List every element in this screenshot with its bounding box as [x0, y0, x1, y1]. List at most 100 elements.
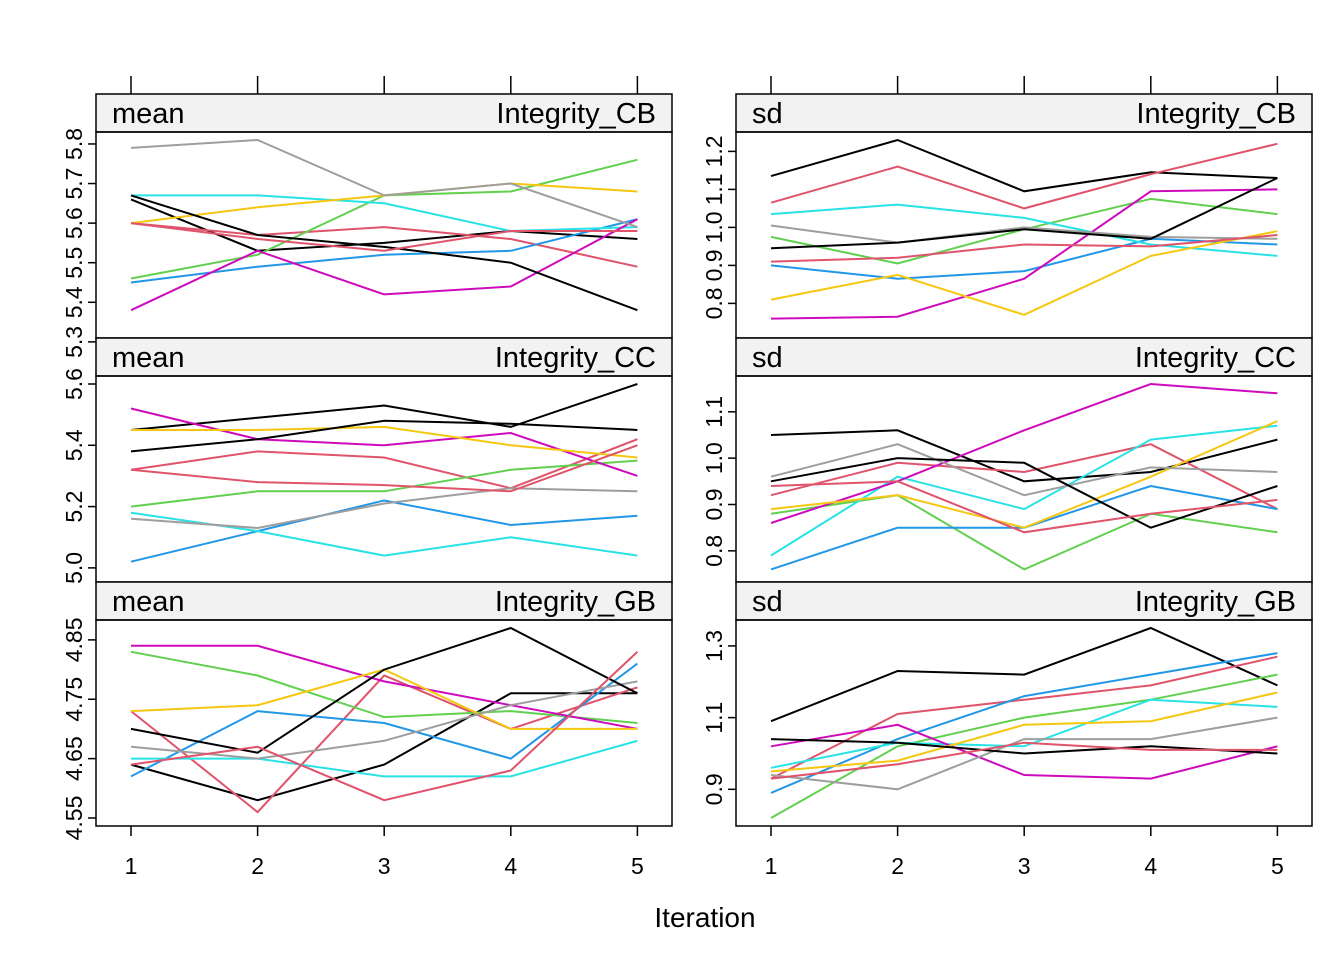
y-tick-label: 4.85: [61, 617, 87, 662]
y-tick-label: 1.3: [701, 630, 727, 662]
series-line-7: [131, 425, 638, 459]
strip-variable-label: Integrity_CB: [1136, 98, 1296, 130]
plot-frame: [735, 619, 1313, 827]
y-tick-label: 5.3: [61, 326, 87, 358]
series-line-1: [770, 138, 1278, 193]
panel-sd-Integrity_CB: sd Integrity_CB 0.8 0.9 1.0 1.1 1.2: [701, 93, 1313, 339]
x-tick-label: 5: [1271, 853, 1284, 879]
series-line-7: [770, 230, 1278, 316]
series-line-8: [770, 224, 1278, 244]
y-tick-label: 5.6: [61, 207, 87, 239]
series-line-4: [130, 218, 638, 284]
panel-mean-Integrity_CB: mean Integrity_CB 5.3 5.4 5.5 5.6 5.7 5.8: [61, 93, 673, 358]
strip-stat-label: mean: [112, 586, 185, 618]
y-tick-label: 5.6: [61, 368, 87, 400]
series-line-3: [130, 459, 638, 508]
strip-stat-label: sd: [752, 342, 783, 374]
series-line-1: [130, 198, 638, 252]
x-axis-label: Iteration: [654, 902, 755, 933]
strip-header: [735, 337, 1313, 377]
y-tick-label: 5.4: [61, 429, 87, 461]
y-tick-label: 5.4: [61, 286, 87, 318]
series-line-9: [770, 738, 1278, 755]
series-line-6: [770, 188, 1278, 320]
plot-frame: [735, 131, 1313, 339]
series-line-10: [770, 234, 1278, 263]
y-tick-label: 1.2: [701, 135, 727, 167]
series-line-1: [130, 383, 638, 431]
plot-frame: [95, 375, 673, 583]
series-line-9: [770, 177, 1278, 250]
strip-variable-label: Integrity_GB: [495, 586, 656, 618]
series-line-2: [130, 438, 638, 490]
y-tick-label: 1.1: [701, 173, 727, 205]
series-line-9: [130, 626, 638, 754]
y-tick-label: 0.8: [701, 535, 727, 567]
strip-header: [95, 93, 673, 133]
x-tick-label: 2: [251, 853, 264, 879]
panel-sd-Integrity_GB: sd Integrity_GB 0.9 1.1 1.3: [701, 581, 1313, 827]
series-line-4: [130, 662, 639, 778]
series-line-5: [131, 739, 638, 778]
strip-variable-label: Integrity_CC: [495, 342, 656, 374]
series-line-1: [130, 692, 638, 802]
series-line-10: [130, 651, 639, 802]
series-line-5: [770, 698, 1278, 769]
panel-mean-Integrity_GB: mean Integrity_GB 4.55 4.65 4.75 4.85: [61, 581, 673, 841]
y-tick-label: 5.2: [61, 491, 87, 523]
series-line-8: [770, 443, 1278, 497]
strip-header: [95, 337, 673, 377]
series-line-6: [770, 723, 1278, 780]
series-line-4: [770, 652, 1278, 794]
y-tick-label: 0.9: [701, 488, 727, 520]
series-line-8: [130, 138, 638, 229]
series-line-6: [131, 644, 638, 730]
y-tick-label: 0.9: [701, 249, 727, 281]
y-tick-label: 4.65: [61, 736, 87, 781]
y-tick-label: 5.8: [61, 128, 87, 160]
y-tick-label: 1.0: [701, 442, 727, 474]
strip-stat-label: sd: [752, 586, 783, 618]
series-line-9: [130, 419, 638, 453]
series-line-6: [130, 218, 638, 312]
strip-stat-label: sd: [752, 98, 783, 130]
series-line-9: [770, 457, 1278, 529]
x-tick-label: 3: [378, 853, 391, 879]
series-line-2: [770, 142, 1278, 210]
y-tick-label: 5.0: [61, 552, 87, 584]
panel-mean-Integrity_CC: mean Integrity_CC 5.0 5.2 5.4 5.6: [61, 337, 673, 584]
y-tick-label: 4.75: [61, 677, 87, 722]
series-line-7: [770, 691, 1278, 773]
strip-variable-label: Integrity_CB: [496, 98, 656, 130]
strip-header: [735, 581, 1313, 621]
series-line-2: [130, 222, 638, 268]
strip-variable-label: Integrity_CC: [1135, 342, 1296, 374]
series-line-3: [770, 673, 1278, 819]
series-line-3: [130, 650, 638, 724]
x-tick-label: 2: [891, 853, 904, 879]
series-line-3: [770, 494, 1278, 571]
x-tick-label: 4: [504, 853, 517, 879]
strip-stat-label: mean: [112, 98, 185, 130]
y-tick-label: 0.8: [701, 287, 727, 319]
series-line-7: [770, 420, 1278, 529]
series-line-10: [130, 444, 638, 493]
series-line-10: [770, 480, 1278, 534]
y-tick-label: 1.1: [701, 702, 727, 734]
strip-stat-label: mean: [112, 342, 185, 374]
series-line-8: [130, 487, 638, 530]
series-line-4: [770, 237, 1278, 280]
x-tick-label: 1: [125, 853, 138, 879]
y-tick-label: 1.0: [701, 211, 727, 243]
plot-frame: [735, 375, 1313, 583]
x-tick-label: 4: [1144, 853, 1157, 879]
series-line-9: [130, 194, 638, 312]
strip-header: [95, 581, 673, 621]
series-line-8: [130, 680, 638, 760]
series-line-6: [770, 382, 1278, 524]
series-line-4: [130, 499, 638, 563]
series-line-6: [130, 407, 638, 477]
series-line-1: [770, 626, 1278, 723]
y-tick-label: 4.55: [61, 796, 87, 841]
